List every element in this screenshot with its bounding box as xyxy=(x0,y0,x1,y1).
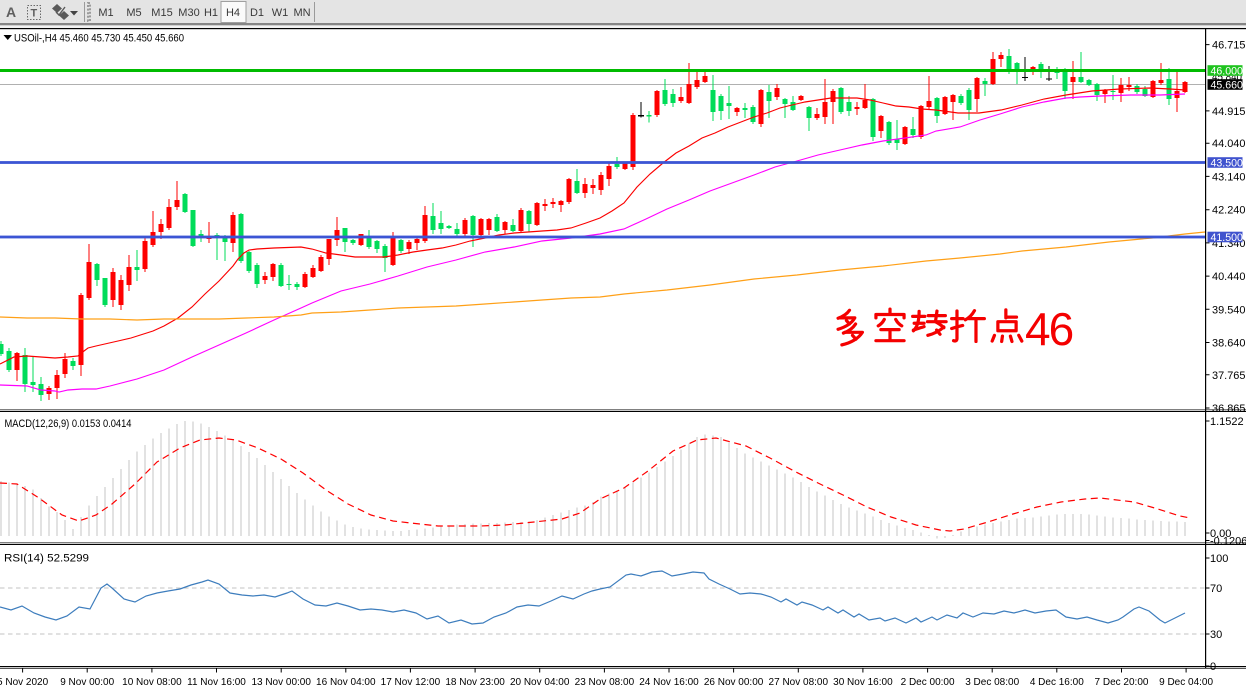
svg-text:38.640: 38.640 xyxy=(1212,338,1246,350)
svg-text:39.540: 39.540 xyxy=(1212,304,1246,316)
svg-text:40.440: 40.440 xyxy=(1212,271,1246,283)
svg-text:0: 0 xyxy=(1210,661,1216,673)
svg-text:30: 30 xyxy=(1210,629,1222,641)
svg-text:42.240: 42.240 xyxy=(1212,205,1246,217)
svg-text:30 Nov 16:00: 30 Nov 16:00 xyxy=(833,677,893,688)
svg-text:7 Dec 20:00: 7 Dec 20:00 xyxy=(1095,677,1149,688)
svg-text:9 Nov 00:00: 9 Nov 00:00 xyxy=(60,677,114,688)
svg-text:W1: W1 xyxy=(272,7,289,19)
svg-text:36.865: 36.865 xyxy=(1212,403,1246,415)
svg-text:10 Nov 08:00: 10 Nov 08:00 xyxy=(122,677,182,688)
svg-text:3 Dec 08:00: 3 Dec 08:00 xyxy=(965,677,1019,688)
svg-text:46: 46 xyxy=(1025,303,1073,355)
svg-text:-0.1206: -0.1206 xyxy=(1210,536,1246,548)
svg-text:16 Nov 04:00: 16 Nov 04:00 xyxy=(316,677,376,688)
svg-text:46.000: 46.000 xyxy=(1211,65,1244,77)
svg-text:T: T xyxy=(31,8,38,20)
svg-text:M15: M15 xyxy=(151,7,172,19)
svg-text:13 Nov 00:00: 13 Nov 00:00 xyxy=(251,677,311,688)
svg-text:46.715: 46.715 xyxy=(1212,40,1246,52)
svg-text:H4: H4 xyxy=(226,7,240,19)
svg-text:44.915: 44.915 xyxy=(1212,106,1246,118)
svg-text:20 Nov 04:00: 20 Nov 04:00 xyxy=(510,677,570,688)
svg-text:24 Nov 16:00: 24 Nov 16:00 xyxy=(639,677,699,688)
svg-text:5 Nov 2020: 5 Nov 2020 xyxy=(0,677,49,688)
svg-text:2 Dec 00:00: 2 Dec 00:00 xyxy=(901,677,955,688)
svg-text:37.765: 37.765 xyxy=(1212,370,1246,382)
svg-text:11 Nov 16:00: 11 Nov 16:00 xyxy=(187,677,246,688)
svg-text:43.140: 43.140 xyxy=(1212,171,1246,183)
svg-text:4 Dec 16:00: 4 Dec 16:00 xyxy=(1030,677,1084,688)
svg-text:100: 100 xyxy=(1210,553,1228,565)
svg-text:M1: M1 xyxy=(98,7,113,19)
svg-text:M30: M30 xyxy=(178,7,199,19)
svg-text:USOil-,H4 45.460 45.730 45.45: USOil-,H4 45.460 45.730 45.450 45.660 xyxy=(14,33,184,45)
svg-text:27 Nov 08:00: 27 Nov 08:00 xyxy=(769,677,829,688)
svg-text:D1: D1 xyxy=(250,7,264,19)
svg-text:A: A xyxy=(6,4,16,20)
svg-text:70: 70 xyxy=(1210,583,1222,595)
svg-text:0.00: 0.00 xyxy=(1210,528,1231,540)
svg-text:MN: MN xyxy=(293,7,310,19)
svg-text:H1: H1 xyxy=(204,7,218,19)
svg-text:M5: M5 xyxy=(126,7,141,19)
svg-text:1.1522: 1.1522 xyxy=(1210,416,1244,428)
svg-text:23 Nov 08:00: 23 Nov 08:00 xyxy=(575,677,635,688)
svg-text:43.500: 43.500 xyxy=(1211,157,1244,169)
svg-text:44.040: 44.040 xyxy=(1212,138,1246,150)
svg-text:26 Nov 00:00: 26 Nov 00:00 xyxy=(704,677,764,688)
svg-text:MACD(12,26,9) 0.0153 0.0414: MACD(12,26,9) 0.0153 0.0414 xyxy=(5,418,132,430)
svg-text:9 Dec 04:00: 9 Dec 04:00 xyxy=(1159,677,1213,688)
svg-text:17 Nov 12:00: 17 Nov 12:00 xyxy=(381,677,441,688)
svg-text:RSI(14) 52.5299: RSI(14) 52.5299 xyxy=(4,553,89,565)
svg-text:45.660: 45.660 xyxy=(1211,79,1244,91)
svg-text:18 Nov 23:00: 18 Nov 23:00 xyxy=(445,677,505,688)
svg-text:41.500: 41.500 xyxy=(1211,232,1244,244)
